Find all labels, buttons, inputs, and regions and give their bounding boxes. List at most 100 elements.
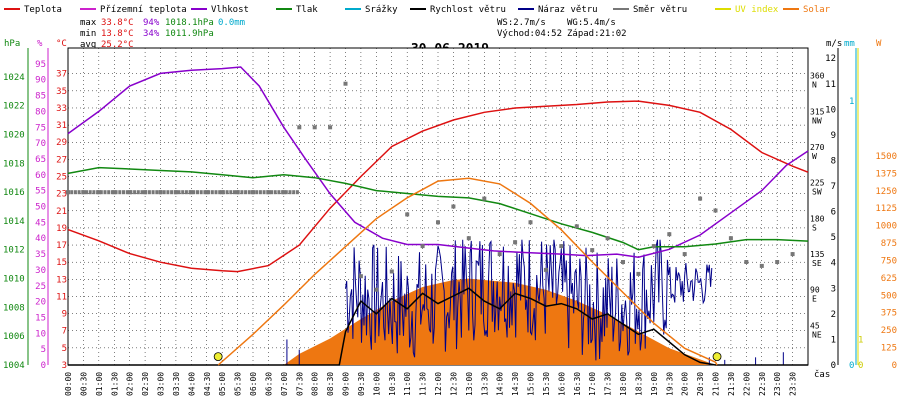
wind-direction-point-16 [312, 125, 317, 130]
x-tick-39: 19:30 [665, 372, 674, 396]
axis-uv: 01 [858, 335, 863, 371]
wind-direction-point-22 [405, 212, 410, 217]
tick-temperature-6: 15 [56, 258, 67, 268]
x-tick-18: 09:00 [342, 372, 351, 396]
x-tick-6: 03:00 [157, 372, 166, 396]
x-tick-45: 22:30 [758, 372, 767, 396]
wind-direction-dense-264 [147, 190, 151, 195]
stats-wind-speed: WS:2.7m/s [497, 18, 546, 28]
x-tick-2: 01:00 [95, 372, 104, 396]
wind-direction-dense-60 [85, 190, 88, 195]
tick-temperature-10: 23 [56, 190, 67, 200]
wind-direction-dense-612 [255, 190, 259, 195]
tick-temperature-9: 21 [56, 207, 67, 217]
wind-direction-point-25 [451, 204, 456, 209]
stats-avg-label: avg [80, 40, 96, 50]
tick-solar-1: 125 [881, 344, 897, 354]
tick-humidity-0: 0 [41, 361, 46, 371]
tick-humidity-4: 20 [35, 298, 46, 308]
tick-solar-0: 0 [892, 361, 897, 371]
tick-pressure-1: 1006 [3, 332, 25, 342]
axis-temperature-unit: °C [56, 39, 67, 49]
tick-temperature-8: 19 [56, 224, 67, 234]
wind-direction-dense-372 [181, 190, 185, 195]
tick-solar-4: 500 [881, 291, 897, 301]
tick-temperature-14: 31 [56, 121, 67, 131]
legend-label-6: Náraz větru [538, 5, 598, 15]
tick-temperature-1: 5 [62, 344, 67, 354]
wind-direction-dense-672 [273, 190, 277, 195]
wind-direction-dense-36 [77, 190, 81, 195]
wind-direction-dense-552 [236, 190, 240, 195]
wind-direction-dense-48 [81, 190, 85, 195]
series-line-0 [67, 100, 809, 273]
x-tick-14: 07:00 [280, 372, 289, 396]
tick-wind-5: 5 [831, 233, 836, 243]
wind-direction-dense-120 [103, 190, 107, 195]
stats-wind-gust: WG:5.4m/s [567, 18, 616, 28]
wind-direction-point-24 [436, 220, 440, 225]
axis-wind-unit: m/s [826, 39, 842, 49]
wind-direction-point-37 [636, 271, 641, 276]
x-tick-3: 01:30 [110, 372, 119, 396]
x-tick-5: 02:30 [141, 372, 150, 396]
x-tick-32: 16:00 [557, 372, 566, 396]
tick-pressure-0: 1004 [3, 361, 25, 371]
wind-direction-point-23 [420, 244, 425, 249]
tick-direction-1: 90 [810, 286, 820, 295]
tick-temperature-2: 7 [62, 327, 67, 337]
wind-direction-dense-204 [129, 190, 133, 195]
tick-temperature-17: 37 [56, 70, 67, 80]
tick-direction-2: 135 [810, 250, 825, 259]
series-wind-gust-line [345, 239, 713, 361]
tick-direction-cardinal-5: W [812, 152, 817, 161]
legend-label-3: Tlak [296, 5, 318, 15]
tick-wind-2: 2 [831, 310, 836, 320]
tick-direction-cardinal-7: N [812, 81, 817, 90]
wind-direction-dense-180 [122, 190, 125, 195]
tick-humidity-14: 70 [35, 139, 46, 149]
legend-label-4: Srážky [365, 5, 398, 15]
stats-max-humidity: 94% [143, 18, 160, 28]
stats-max-temp: 33.8°C [101, 18, 134, 28]
tick-solar-12: 1500 [875, 152, 897, 162]
x-tick-25: 12:30 [449, 372, 458, 396]
x-tick-22: 11:00 [403, 372, 412, 396]
wind-direction-dense-648 [266, 190, 270, 195]
tick-temperature-3: 9 [62, 310, 67, 320]
tick-pressure-5: 1014 [3, 217, 25, 227]
axis-rain-unit: mm [844, 39, 855, 49]
stats-sunset: Západ:21:02 [567, 29, 627, 39]
tick-wind-12: 12 [825, 54, 836, 64]
wind-direction-point-19 [358, 274, 363, 279]
stats-min-pressure: 1011.9hPa [165, 29, 214, 39]
x-tick-38: 19:00 [650, 372, 659, 396]
x-tick-29: 14:30 [511, 372, 520, 396]
x-tick-28: 14:00 [496, 372, 505, 396]
wind-direction-point-32 [559, 244, 564, 249]
wind-direction-dense-324 [166, 190, 170, 195]
wind-direction-dense-252 [144, 190, 148, 195]
x-tick-11: 05:30 [234, 372, 243, 396]
wind-direction-dense-12 [70, 190, 74, 195]
x-axis-ticks: 00:00 00:30 01:00 01:30 02:00 02:30 03:00 03:30… [64, 372, 798, 396]
x-tick-12: 06:00 [249, 372, 258, 396]
wind-direction-dense-360 [177, 190, 181, 195]
wind-direction-point-47 [790, 252, 795, 257]
x-tick-16: 08:00 [311, 372, 320, 396]
axis-rain: mm 0 1 [844, 39, 855, 371]
wind-direction-dense-636 [262, 190, 266, 195]
x-tick-9: 04:30 [203, 372, 212, 396]
wind-direction-point-46 [775, 260, 780, 264]
tick-solar-7: 875 [881, 239, 897, 249]
x-tick-37: 18:30 [634, 372, 643, 396]
wind-direction-point-28 [497, 252, 502, 257]
x-tick-30: 15:00 [527, 372, 536, 396]
legend-label-9: Solar [803, 5, 831, 15]
wind-direction-dense-516 [225, 190, 229, 195]
x-tick-31: 15:30 [542, 372, 551, 396]
tick-humidity-12: 60 [35, 171, 46, 181]
wind-direction-point-9 [204, 190, 209, 195]
stats-sunrise: Východ:04:52 [497, 29, 562, 39]
